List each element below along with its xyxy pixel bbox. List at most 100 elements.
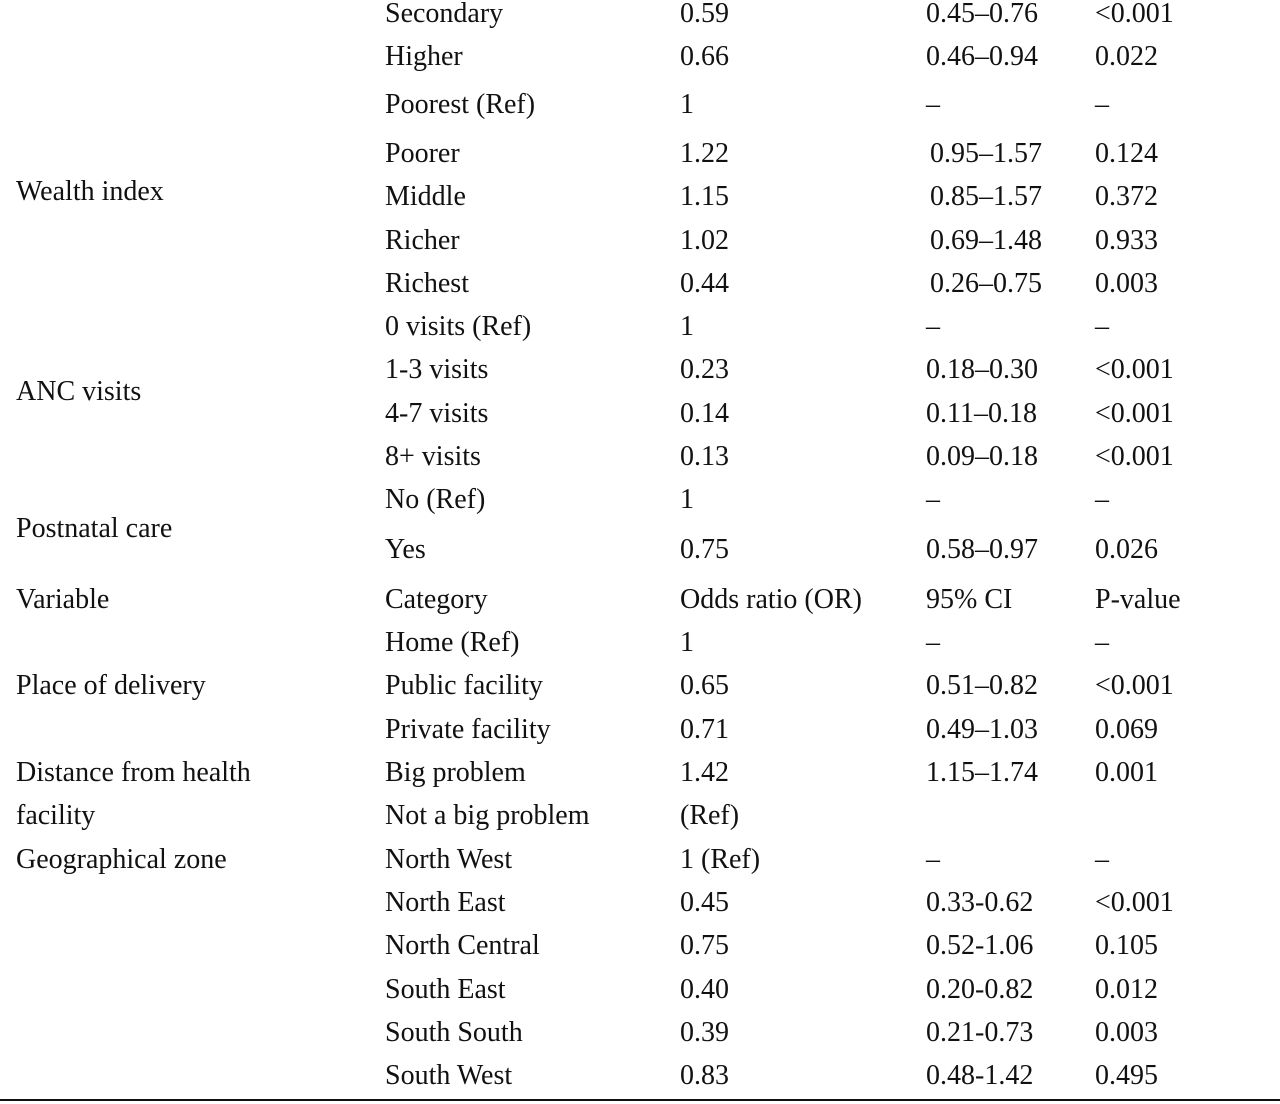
odds-ratio-cell: 0.44 <box>680 268 729 299</box>
column-header-ci: 95% CI <box>926 584 1013 615</box>
odds-ratio-cell: 0.75 <box>680 930 729 961</box>
p-value-cell: 0.372 <box>1095 181 1158 212</box>
category-cell: Home (Ref) <box>385 627 520 658</box>
column-header-odds-ratio: Odds ratio (OR) <box>680 584 862 615</box>
p-value-cell: 0.022 <box>1095 41 1158 72</box>
odds-ratio-cell: 0.45 <box>680 887 729 918</box>
odds-ratio-cell: 0.65 <box>680 670 729 701</box>
p-value-cell: 0.012 <box>1095 974 1158 1005</box>
category-cell: 1-3 visits <box>385 354 489 385</box>
category-cell: Yes <box>385 534 426 565</box>
odds-ratio-cell: (Ref) <box>680 800 740 831</box>
category-cell: No (Ref) <box>385 484 486 515</box>
ci-cell: 0.85–1.57 <box>930 181 1042 212</box>
ci-cell: 0.48-1.42 <box>926 1060 1034 1091</box>
ci-cell: 0.52-1.06 <box>926 930 1034 961</box>
ci-cell: 1.15–1.74 <box>926 757 1038 788</box>
table-bottom-rule <box>0 1099 1280 1101</box>
p-value-cell: 0.933 <box>1095 225 1158 256</box>
ci-cell: – <box>926 844 940 875</box>
variable-cell: Distance from health <box>16 757 251 788</box>
category-cell: Richer <box>385 225 460 256</box>
odds-ratio-cell: 0.83 <box>680 1060 729 1091</box>
odds-ratio-cell: 0.23 <box>680 354 729 385</box>
odds-ratio-cell: 0.39 <box>680 1017 729 1048</box>
column-header-category: Category <box>385 584 488 615</box>
ci-cell: 0.26–0.75 <box>930 268 1042 299</box>
odds-ratio-cell: 0.13 <box>680 441 729 472</box>
ci-cell: – <box>926 484 940 515</box>
ci-cell: – <box>926 627 940 658</box>
ci-cell: 0.21-0.73 <box>926 1017 1034 1048</box>
p-value-cell: <0.001 <box>1095 0 1174 29</box>
odds-ratio-cell: 0.59 <box>680 0 729 29</box>
odds-ratio-cell: 0.75 <box>680 534 729 565</box>
odds-ratio-cell: 0.71 <box>680 714 729 745</box>
ci-cell: 0.18–0.30 <box>926 354 1038 385</box>
ci-cell: 0.45–0.76 <box>926 0 1038 29</box>
p-value-cell: 0.003 <box>1095 1017 1158 1048</box>
odds-ratio-cell: 1 <box>680 311 694 342</box>
ci-cell: 0.51–0.82 <box>926 670 1038 701</box>
category-cell: 0 visits (Ref) <box>385 311 532 342</box>
category-cell: South South <box>385 1017 523 1048</box>
variable-cell: Wealth index <box>16 176 164 207</box>
category-cell: Higher <box>385 41 463 72</box>
p-value-cell: 0.495 <box>1095 1060 1158 1091</box>
category-cell: North East <box>385 887 506 918</box>
ci-cell: 0.11–0.18 <box>926 398 1037 429</box>
p-value-cell: – <box>1095 311 1109 342</box>
ci-cell: 0.95–1.57 <box>930 138 1042 169</box>
p-value-cell: <0.001 <box>1095 441 1174 472</box>
column-header-variable: Variable <box>16 584 110 615</box>
category-cell: North West <box>385 844 513 875</box>
p-value-cell: 0.003 <box>1095 268 1158 299</box>
ci-cell: 0.49–1.03 <box>926 714 1038 745</box>
variable-cell: Postnatal care <box>16 513 173 544</box>
odds-ratio-cell: 0.66 <box>680 41 729 72</box>
ci-cell: 0.33-0.62 <box>926 887 1034 918</box>
p-value-cell: 0.124 <box>1095 138 1158 169</box>
odds-ratio-cell: 1 <box>680 484 694 515</box>
variable-cell: ANC visits <box>16 376 142 407</box>
category-cell: 8+ visits <box>385 441 481 472</box>
p-value-cell: – <box>1095 844 1109 875</box>
ci-cell: – <box>926 311 940 342</box>
odds-ratio-cell: 1 (Ref) <box>680 844 761 875</box>
category-cell: Big problem <box>385 757 526 788</box>
category-cell: South West <box>385 1060 513 1091</box>
column-header-p-value: P-value <box>1095 584 1181 615</box>
odds-ratio-cell: 1.02 <box>680 225 729 256</box>
category-cell: Middle <box>385 181 466 212</box>
variable-cell: facility <box>16 800 96 831</box>
ci-cell: 0.69–1.48 <box>930 225 1042 256</box>
odds-ratio-cell: 1 <box>680 627 694 658</box>
category-cell: Public facility <box>385 670 543 701</box>
ci-cell: – <box>926 89 940 120</box>
category-cell: 4-7 visits <box>385 398 489 429</box>
ci-cell: 0.58–0.97 <box>926 534 1038 565</box>
ci-cell: 0.09–0.18 <box>926 441 1038 472</box>
category-cell: Poorer <box>385 138 460 169</box>
variable-cell: Place of delivery <box>16 670 206 701</box>
variable-cell: Geographical zone <box>16 844 227 875</box>
p-value-cell: – <box>1095 89 1109 120</box>
category-cell: Richest <box>385 268 469 299</box>
p-value-cell: <0.001 <box>1095 670 1174 701</box>
p-value-cell: 0.069 <box>1095 714 1158 745</box>
category-cell: Not a big problem <box>385 800 590 831</box>
odds-ratio-cell: 1.15 <box>680 181 729 212</box>
category-cell: Private facility <box>385 714 551 745</box>
p-value-cell: 0.001 <box>1095 757 1158 788</box>
p-value-cell: 0.105 <box>1095 930 1158 961</box>
category-cell: North Central <box>385 930 540 961</box>
odds-ratio-cell: 0.14 <box>680 398 729 429</box>
odds-ratio-cell: 1.22 <box>680 138 729 169</box>
odds-ratio-cell: 1 <box>680 89 694 120</box>
p-value-cell: 0.026 <box>1095 534 1158 565</box>
p-value-cell: <0.001 <box>1095 887 1174 918</box>
p-value-cell: <0.001 <box>1095 354 1174 385</box>
odds-ratio-cell: 1.42 <box>680 757 729 788</box>
odds-ratio-cell: 0.40 <box>680 974 729 1005</box>
category-cell: South East <box>385 974 506 1005</box>
